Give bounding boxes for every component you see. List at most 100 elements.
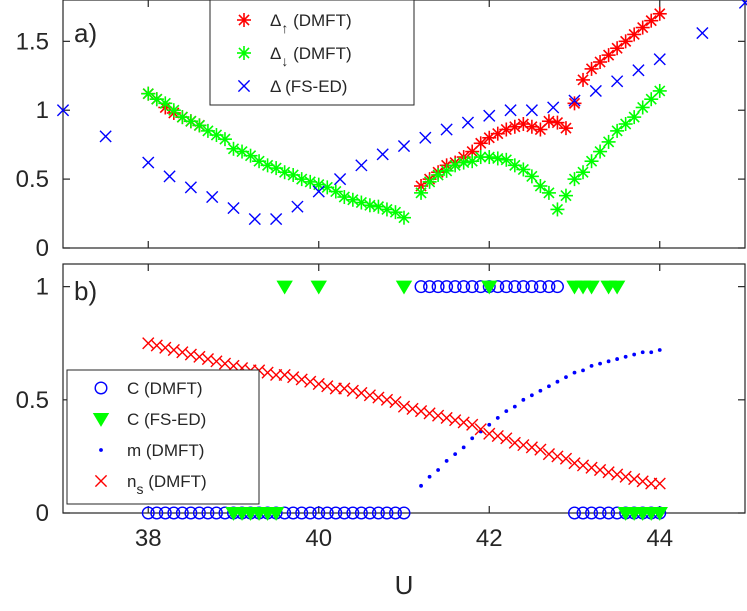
data-point [333,173,347,186]
data-point [158,506,172,520]
data-point [388,506,402,520]
data-point [312,377,325,391]
data-point [584,154,599,169]
data-point [217,132,232,147]
data-point [576,459,590,472]
legend-marker [94,381,108,395]
data-point [184,181,197,194]
data-point [397,400,411,413]
data-point [184,348,197,361]
data-point [533,179,548,193]
data-point [652,6,667,21]
data-point [310,280,327,295]
data-point [209,506,223,520]
data-point [538,388,543,393]
data-point [461,445,466,450]
data-point [175,506,189,520]
data-point [295,373,308,386]
data-point [395,280,413,295]
data-point [192,506,206,520]
data-point [618,34,633,49]
data-point [550,115,565,130]
data-point [547,101,560,114]
data-point [56,104,70,117]
panel-a-y-ticks: 0 0.5 1 1.5 [16,0,745,262]
legend-marker [99,448,103,452]
data-point [337,506,351,520]
data-point [635,20,650,35]
panel-a: 0 0.5 1 1.5 a) Δ↑ (DMFT)Δ↓ (DMFT)Δ (FS-ED) [16,0,747,262]
data-point [651,506,668,521]
data-point [504,409,509,414]
data-point [176,346,189,359]
data-point [610,123,625,138]
data-point [466,418,479,431]
y-tick-label: 0 [36,500,49,527]
data-point [389,395,402,409]
data-point [644,13,659,28]
data-point [453,452,458,457]
data-point [277,165,292,180]
data-point [201,352,215,366]
data-point [355,159,368,172]
panel-a-legend: Δ↑ (DMFT)Δ↓ (DMFT)Δ (FS-ED) [209,0,415,106]
data-point [473,136,488,151]
data-point [516,162,531,177]
data-point [483,109,496,122]
data-point [499,152,514,167]
data-point [457,280,471,294]
data-point [550,280,564,294]
data-point [696,26,709,40]
legend-entry: C (DMFT) [127,379,203,398]
data-point [541,185,556,200]
data-point [542,280,556,294]
data-point [142,337,155,350]
data-point [419,483,423,488]
data-point [555,379,560,384]
data-point [602,506,616,520]
panel-a-marks [56,0,747,226]
legend-entry: Δ (FS-ED) [270,77,347,96]
data-point [388,205,403,220]
data-point [601,48,616,63]
panel-b-plot-area [62,263,746,514]
data-point [295,506,309,520]
data-point [589,363,594,368]
legend-entry: m (DMFT) [127,441,204,460]
panel-b-legend: C (DMFT)C (FS-ED)m (DMFT)ns (DMFT) [66,369,260,505]
data-point [619,470,632,483]
panel-a-label: a) [74,18,97,48]
data-point [267,506,285,521]
data-point [508,280,522,294]
data-point [193,350,206,363]
data-point [627,110,642,125]
data-point [276,280,293,295]
data-point [551,450,564,463]
y-tick-label: 1 [36,97,49,124]
data-point [406,402,419,415]
data-point [142,156,155,169]
data-point [558,188,573,203]
data-point [166,103,181,118]
data-point [363,389,376,402]
panel-a-plot-area [62,0,746,249]
data-point [567,96,582,111]
data-point [583,280,600,295]
data-point [397,139,411,153]
data-point [243,148,258,163]
data-point [304,375,317,388]
data-point [227,201,240,215]
data-point [431,280,445,294]
x-tick-label: 42 [476,525,503,552]
data-point [432,409,445,422]
data-point [371,199,386,214]
data-point [167,343,180,357]
data-point [525,104,538,117]
data-point [601,134,616,149]
data-point [542,448,556,461]
series-1 [225,280,668,521]
data-point [439,163,454,178]
data-point [487,422,492,427]
data-point [414,405,428,418]
